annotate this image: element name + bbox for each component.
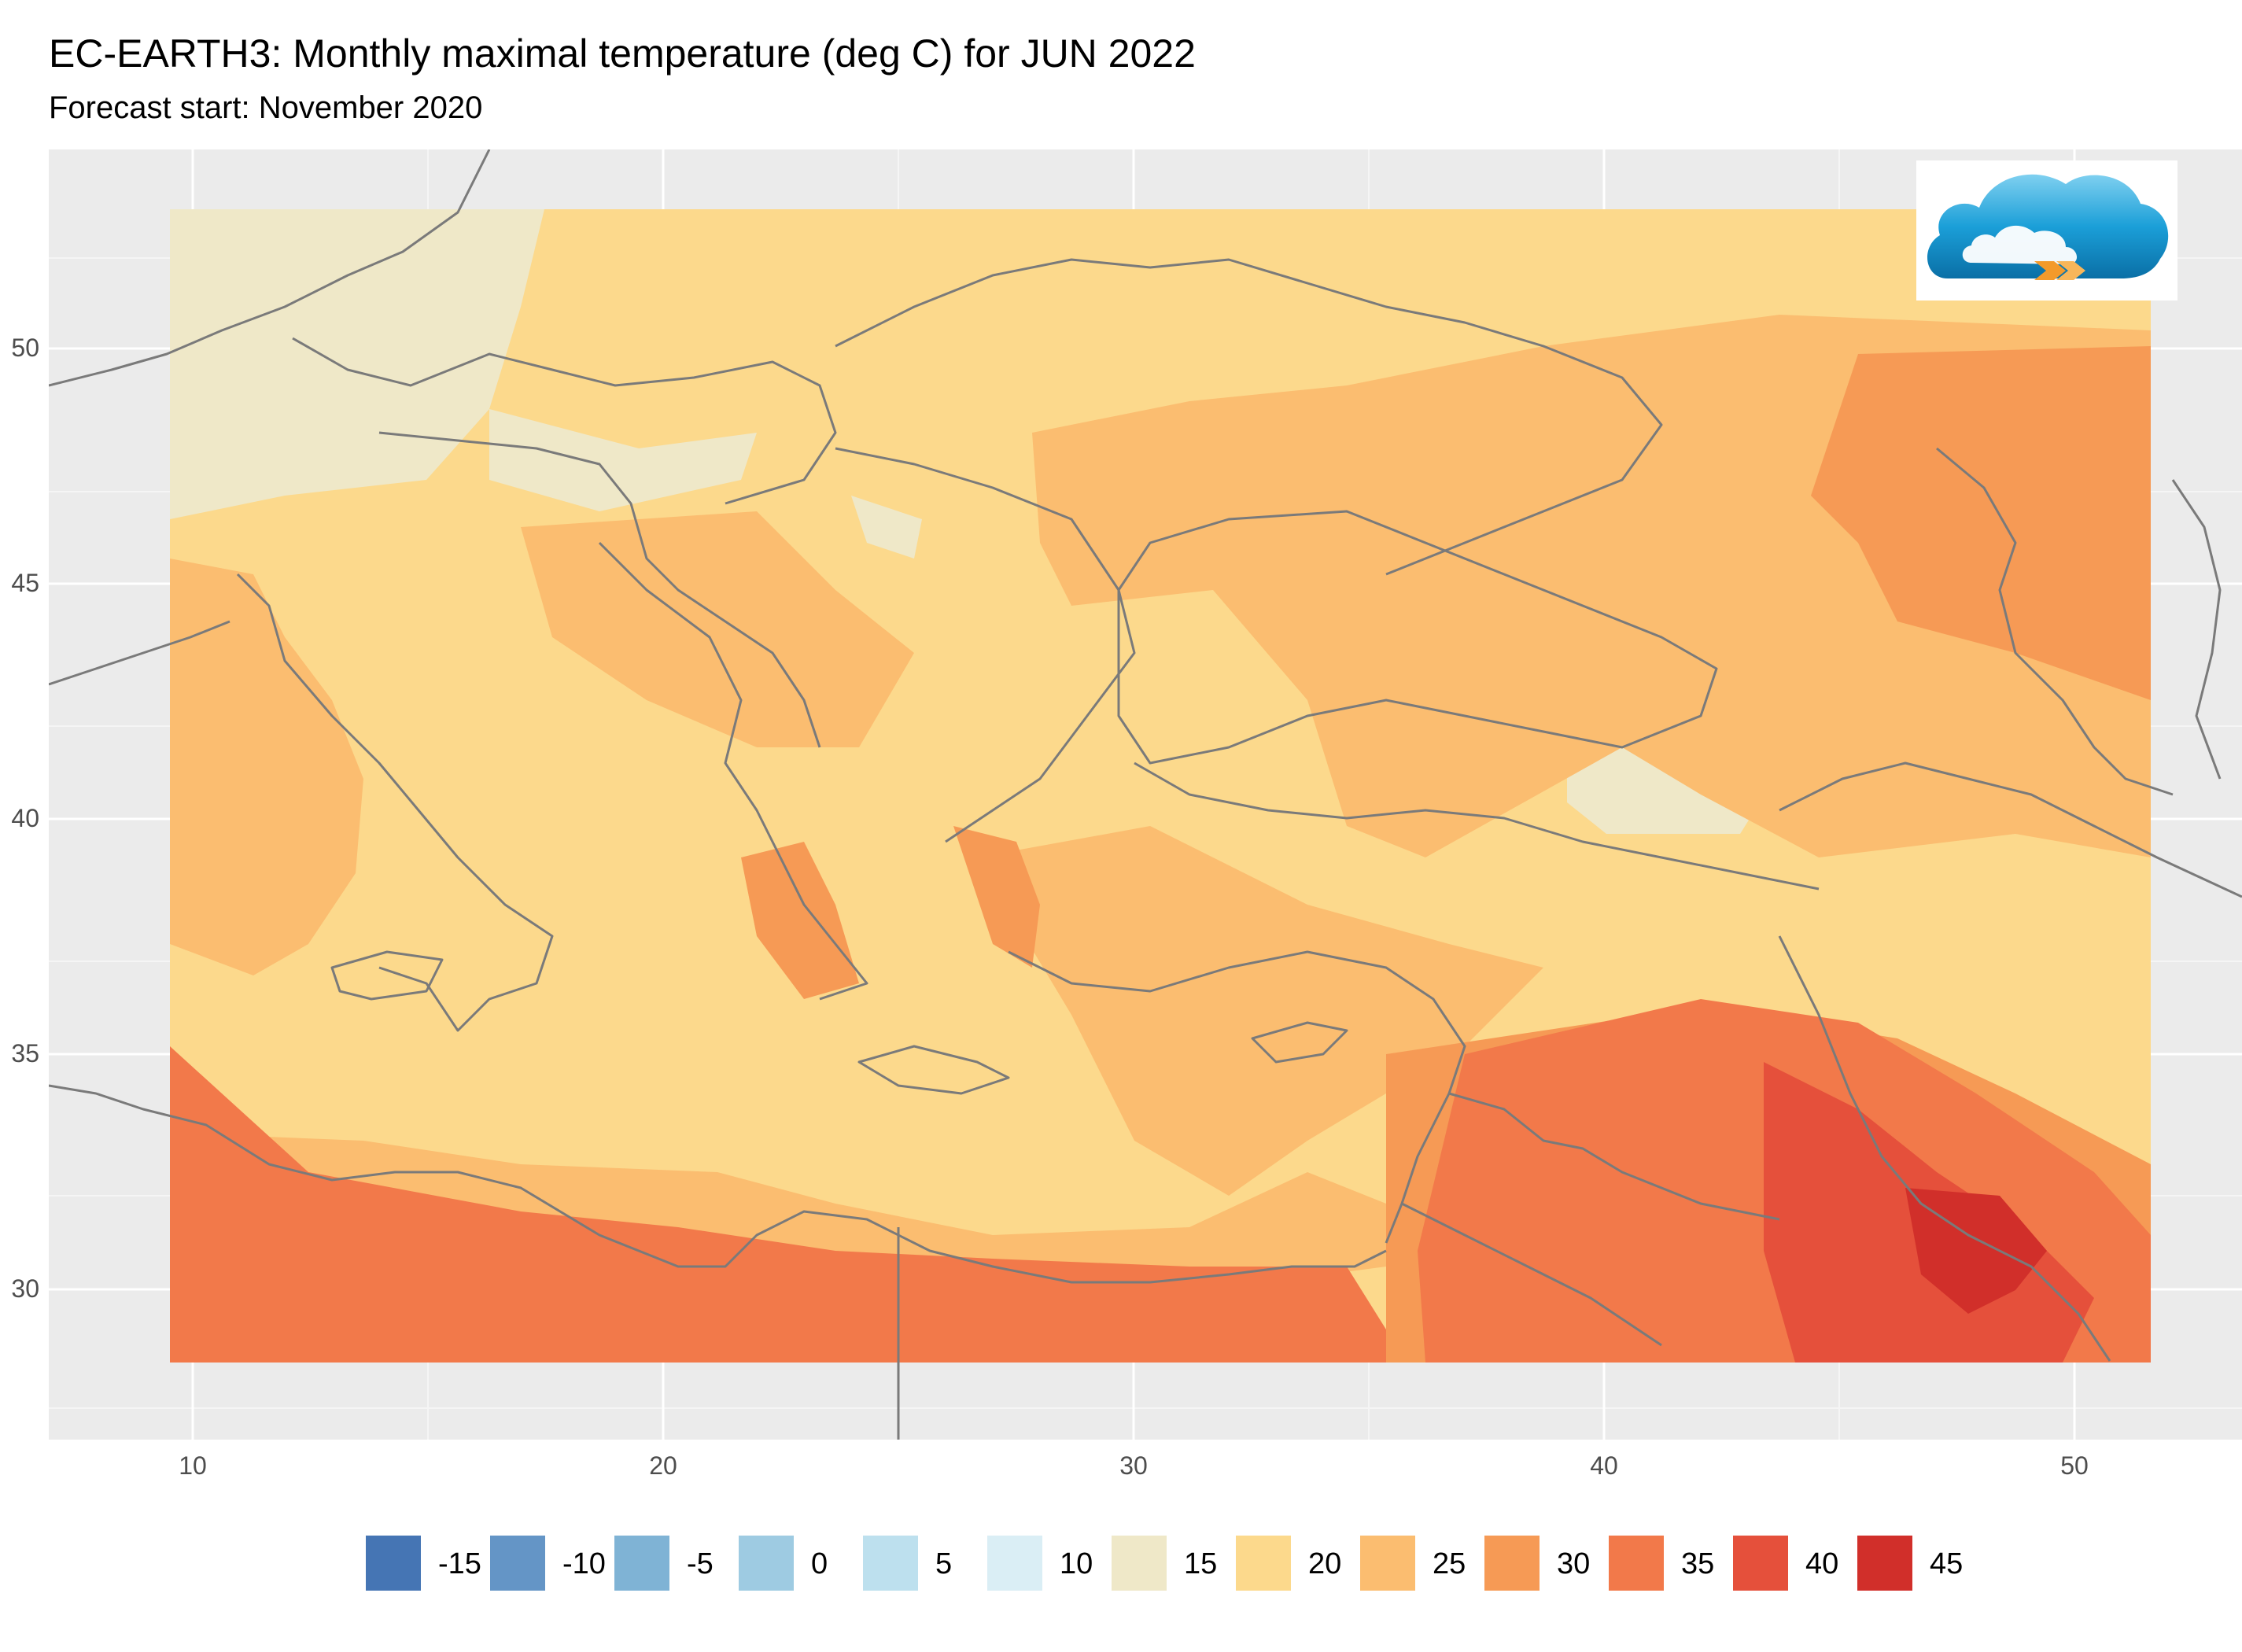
temp-region-15-central-europe [170, 209, 544, 519]
legend-label: 15 [1184, 1547, 1218, 1580]
border-alps-balkans [378, 431, 821, 748]
legend-swatch [739, 1536, 794, 1591]
temp-region-15-alps [489, 409, 757, 511]
legend-swatch [1112, 1536, 1167, 1591]
coast-france [49, 620, 230, 686]
legend-label: 20 [1308, 1547, 1342, 1580]
temp-region-15-carpathians [851, 496, 922, 559]
temp-region-25-north-africa-coast [170, 1133, 1386, 1298]
temp-region-30-greece [741, 842, 859, 999]
legend-label: 40 [1805, 1547, 1839, 1580]
legend-swatch [490, 1536, 545, 1591]
legend-label: 0 [811, 1547, 828, 1580]
legend-swatch [1609, 1536, 1664, 1591]
legend-swatch [366, 1536, 421, 1591]
x-tick-10: 10 [179, 1451, 207, 1480]
map-panel [49, 149, 2242, 1440]
chart-subtitle: Forecast start: November 2020 [49, 90, 483, 125]
border-jordan-saudi [1401, 1202, 1662, 1347]
border-central-europe [292, 337, 837, 505]
legend-swatch [1484, 1536, 1540, 1591]
x-tick-50: 50 [2060, 1451, 2089, 1480]
country-borders [49, 149, 2242, 1440]
map-svg [49, 149, 2242, 1440]
legend-label: -15 [438, 1547, 481, 1580]
border-syria-iraq [1448, 1092, 1780, 1221]
coast-italy [236, 573, 554, 1032]
legend-swatch [1733, 1536, 1788, 1591]
coast-black-sea [1117, 510, 1718, 765]
x-tick-20: 20 [649, 1451, 677, 1480]
x-tick-30: 30 [1119, 1451, 1148, 1480]
temp-region-25-balkans [521, 511, 914, 747]
legend-swatch [987, 1536, 1042, 1591]
legend-label: 5 [935, 1547, 953, 1580]
temp-region-25-levant [977, 826, 1543, 1196]
y-tick-30: 30 [11, 1274, 39, 1303]
x-tick-40: 40 [1590, 1451, 1618, 1480]
legend-label: 10 [1060, 1547, 1093, 1580]
coast-north-africa [49, 1084, 1387, 1284]
island-crete [857, 1045, 1010, 1095]
border-ukraine-russia [835, 258, 1663, 576]
legend-label: -10 [562, 1547, 606, 1580]
cloud-logo-icon [1916, 160, 2177, 301]
coast-turkey-levant [1008, 950, 1466, 1244]
legend-label: 45 [1930, 1547, 1964, 1580]
border-turkey-south [1134, 761, 1820, 891]
border-iraq-iran [1778, 935, 2111, 1362]
border-iran-north [1779, 761, 2242, 898]
border-romania-bulgaria [835, 447, 1136, 843]
chart-title: EC-EARTH3: Monthly maximal temperature (… [49, 31, 1196, 76]
legend-label: 35 [1681, 1547, 1715, 1580]
coast-caspian-east [2171, 479, 2222, 780]
legend-label: 30 [1557, 1547, 1591, 1580]
legend-swatch [614, 1536, 669, 1591]
temp-region-45-kuwait [1905, 1188, 2047, 1314]
y-tick-50: 50 [11, 334, 39, 362]
legend-swatch [1360, 1536, 1415, 1591]
y-tick-45: 45 [11, 569, 39, 597]
legend-swatch [1857, 1536, 1912, 1591]
legend-label: -5 [687, 1547, 714, 1580]
temp-region-30-caspian [1811, 346, 2151, 700]
border-north-sea-coast [49, 149, 491, 387]
island-sicily [330, 950, 444, 1001]
temp-region-25-western-med [170, 559, 363, 975]
cloud-logo-svg [1927, 174, 2169, 280]
legend-swatch [1236, 1536, 1291, 1591]
coast-caspian-west [1936, 447, 2174, 796]
y-tick-35: 35 [11, 1039, 39, 1068]
coast-adriatic-greece [598, 541, 868, 1001]
legend-swatch [863, 1536, 918, 1591]
y-tick-40: 40 [11, 804, 39, 832]
temperature-field [170, 209, 2151, 1363]
legend-label: 25 [1433, 1547, 1466, 1580]
temp-region-30-aegean-coast [953, 826, 1040, 968]
island-cyprus [1251, 1021, 1348, 1064]
